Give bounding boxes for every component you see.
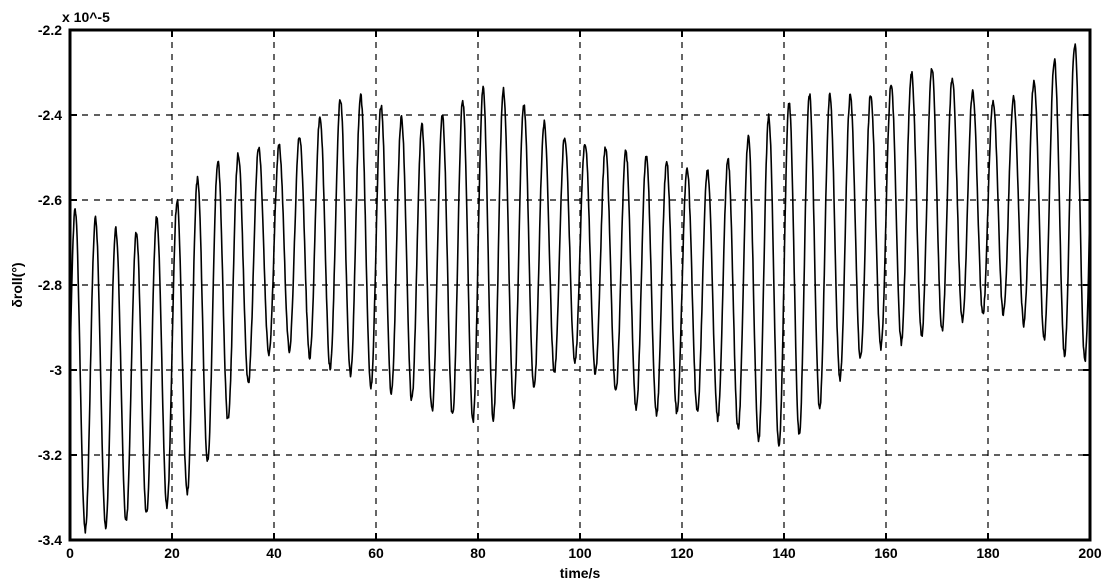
line-chart: 0 20 40 60 80 100 120 140 160 180 200 -3.4 -3.2 -3 -2… xyxy=(0,0,1108,581)
x-tick-label: 60 xyxy=(368,545,384,561)
x-tick-label: 200 xyxy=(1078,545,1102,561)
chart-container: 0 20 40 60 80 100 120 140 160 180 200 -3.4 -3.2 -3 -2… xyxy=(0,0,1108,581)
x-tick-label: 100 xyxy=(568,545,592,561)
y-tick-label: -3 xyxy=(50,362,63,378)
x-tick-label: 140 xyxy=(772,545,796,561)
x-tick-label: 80 xyxy=(470,545,486,561)
y-tick-labels: -3.4 -3.2 -3 -2.8 -2.6 -2.4 -2.2 xyxy=(38,22,62,548)
x-tick-label: 40 xyxy=(266,545,282,561)
y-tick-label: -2.2 xyxy=(38,22,62,38)
x-tick-labels: 0 20 40 60 80 100 120 140 160 180 200 xyxy=(66,545,1102,561)
x-tick-label: 120 xyxy=(670,545,694,561)
y-tick-label: -2.8 xyxy=(38,277,62,293)
y-tick-label: -3.4 xyxy=(38,532,62,548)
y-tick-label: -2.4 xyxy=(38,107,62,123)
y-tick-label: -2.6 xyxy=(38,192,62,208)
y-axis-label: δroll(°) xyxy=(9,262,25,307)
y-tick-label: -3.2 xyxy=(38,447,62,463)
y-exponent-label: x 10^-5 xyxy=(62,9,110,25)
x-tick-label: 0 xyxy=(66,545,74,561)
x-tick-label: 180 xyxy=(976,545,1000,561)
x-axis-label: time/s xyxy=(560,565,601,581)
x-tick-label: 20 xyxy=(164,545,180,561)
x-tick-label: 160 xyxy=(874,545,898,561)
